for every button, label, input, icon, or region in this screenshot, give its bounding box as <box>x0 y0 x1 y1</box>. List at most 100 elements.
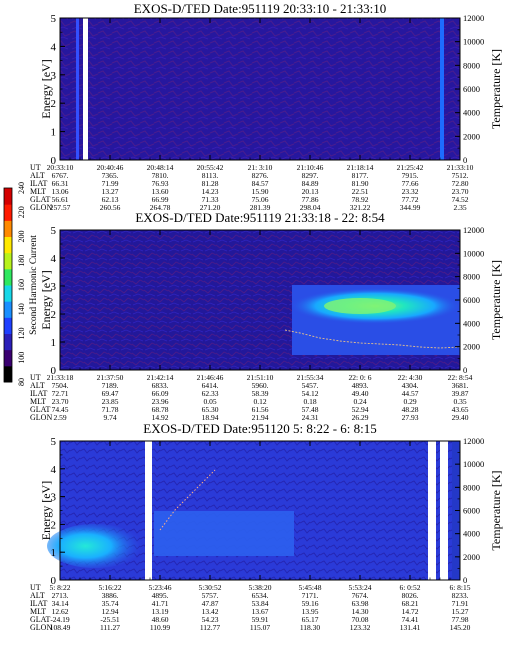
colorbar-tick-label: 220 <box>17 206 26 218</box>
orbit-table-cell: 49.40 <box>352 389 369 398</box>
orbit-table-cell: 13.27 <box>102 187 119 196</box>
orbit-table-cell: 131.41 <box>400 623 421 632</box>
orbit-table-cell: 59.91 <box>252 615 269 624</box>
orbit-table-cell: 0.05 <box>203 397 216 406</box>
orbit-table-cell: 74.52 <box>452 195 469 204</box>
orbit-table-cell: 15.90 <box>252 187 269 196</box>
orbit-table-cell: 5: 8:22 <box>49 583 70 592</box>
y2-tick-label: 0 <box>463 575 467 585</box>
orbit-row-label: GLAT <box>30 405 51 414</box>
orbit-table-cell: 13.60 <box>152 187 169 196</box>
heatmap-stripe <box>76 18 79 160</box>
y2-tick-label: 8000 <box>463 482 480 492</box>
colorbar-segment <box>4 365 12 383</box>
orbit-table-cell: 22: 8:54 <box>448 373 473 382</box>
orbit-table-cell: 26.29 <box>352 413 369 422</box>
orbit-table-cell: 108.49 <box>50 623 71 632</box>
orbit-table-cell: -24.19 <box>50 615 70 624</box>
orbit-table-cell: 21: 3:10 <box>248 163 273 172</box>
orbit-table-cell: 271.20 <box>200 203 221 212</box>
orbit-table-cell: 145.20 <box>450 623 471 632</box>
orbit-table-cell: 0.24 <box>353 397 366 406</box>
orbit-table-cell: 59.16 <box>302 599 319 608</box>
orbit-table-cell: 7504. <box>52 381 69 390</box>
colorbar: 80 100 120 140 160 180 200 220 240 Second Harmoni… <box>3 182 39 386</box>
orbit-table-cell: 75.06 <box>252 195 269 204</box>
y2-tick-label: 2000 <box>463 342 480 352</box>
orbit-table-cell: 8177. <box>352 171 369 180</box>
colorbar-segment <box>4 285 12 302</box>
y2-tick-label: 10000 <box>463 37 484 47</box>
orbit-table-cell: 84.89 <box>302 179 319 188</box>
y2-tick-label: 8000 <box>463 272 480 282</box>
orbit-row-label: UT <box>30 373 41 382</box>
y-tick-label: 3 <box>51 492 57 504</box>
orbit-table-cell: 62.13 <box>102 195 119 204</box>
orbit-table-cell: 8233. <box>452 591 469 600</box>
orbit-table-cell: 298.04 <box>300 203 321 212</box>
y2-tick-label: 4000 <box>463 108 480 118</box>
orbit-table-cell: 48.28 <box>402 405 419 414</box>
orbit-table-cell: 12.62 <box>52 607 69 616</box>
orbit-table-cell: 23.70 <box>452 187 469 196</box>
colorbar-segment <box>4 204 12 221</box>
orbit-table-cell: 5:45:48 <box>299 583 322 592</box>
orbit-table-cell: 7674. <box>352 591 369 600</box>
orbit-table-cell: 14.92 <box>152 413 169 422</box>
y-tick-label: 3 <box>51 281 57 293</box>
y2-tick-label: 2000 <box>463 131 480 141</box>
y2-axis-label: Temperature [K] <box>489 260 503 340</box>
orbit-table-cell: 63.98 <box>352 599 369 608</box>
orbit-table-cell: 20:40:46 <box>97 163 124 172</box>
temperature-trace <box>284 329 461 349</box>
y-axis-label: Energy [eV] <box>39 59 53 118</box>
orbit-table-cell: 5:38:20 <box>249 583 272 592</box>
orbit-table-cell: 4893. <box>352 381 369 390</box>
orbit-table-cell: 15.27 <box>452 607 469 616</box>
colorbar-segment <box>4 333 12 351</box>
orbit-table-cell: 9.74 <box>103 413 116 422</box>
orbit-row-label: ALT <box>30 591 45 600</box>
orbit-table-cell: 43.65 <box>452 405 469 414</box>
y-axis-label: Energy [eV] <box>39 481 53 540</box>
orbit-table-cell: 7512. <box>452 171 469 180</box>
orbit-table-cell: 62.33 <box>202 389 219 398</box>
orbit-table-cell: 13.42 <box>202 607 219 616</box>
orbit-row-label: GLON <box>30 413 52 422</box>
orbit-table-cell: 7171. <box>302 591 319 600</box>
orbit-table-cell: 72.71 <box>52 389 69 398</box>
orbit-row-label: UT <box>30 583 41 592</box>
orbit-table-cell: 81.28 <box>202 179 219 188</box>
orbit-table-cell: 77.72 <box>402 195 419 204</box>
y2-tick-label: 12000 <box>463 436 484 446</box>
colorbar-segment <box>4 188 12 205</box>
data-gap <box>145 441 152 580</box>
orbit-table-cell: 13.95 <box>302 607 319 616</box>
heatmap-peak <box>324 298 396 314</box>
panel-title: EXOS-D/TED Date:951119 20:33:10 - 21:33:… <box>134 1 387 16</box>
orbit-row-label: UT <box>30 163 41 172</box>
orbit-table-cell: 13.19 <box>152 607 169 616</box>
orbit-table-cell: 0.12 <box>253 397 266 406</box>
orbit-row-label: GLAT <box>30 615 51 624</box>
orbit-row-label: MLT <box>30 397 46 406</box>
orbit-table-cell: 71.91 <box>452 599 469 608</box>
orbit-table-cell: 264.78 <box>150 203 171 212</box>
colorbar-segment <box>4 349 12 367</box>
orbit-table-cell: 22: 0: 6 <box>349 373 372 382</box>
heatmap-band <box>47 524 143 568</box>
orbit-row-label: MLT <box>30 607 46 616</box>
y2-tick-label: 10000 <box>463 248 484 258</box>
orbit-table-cell: 39.87 <box>452 389 469 398</box>
heatmap-stripe <box>440 18 444 160</box>
orbit-table-cell: 44.57 <box>402 389 419 398</box>
orbit-table-cell: 0.29 <box>403 397 416 406</box>
orbit-table-cell: 5960. <box>252 381 269 390</box>
orbit-table-cell: 81.90 <box>352 179 369 188</box>
orbit-row-label: GLON <box>30 203 52 212</box>
y-tick-label: 5 <box>51 13 57 25</box>
orbit-table-cell: 56.61 <box>52 195 69 204</box>
y2-tick-label: 4000 <box>463 318 480 328</box>
orbit-table-cell: 74.45 <box>52 405 69 414</box>
